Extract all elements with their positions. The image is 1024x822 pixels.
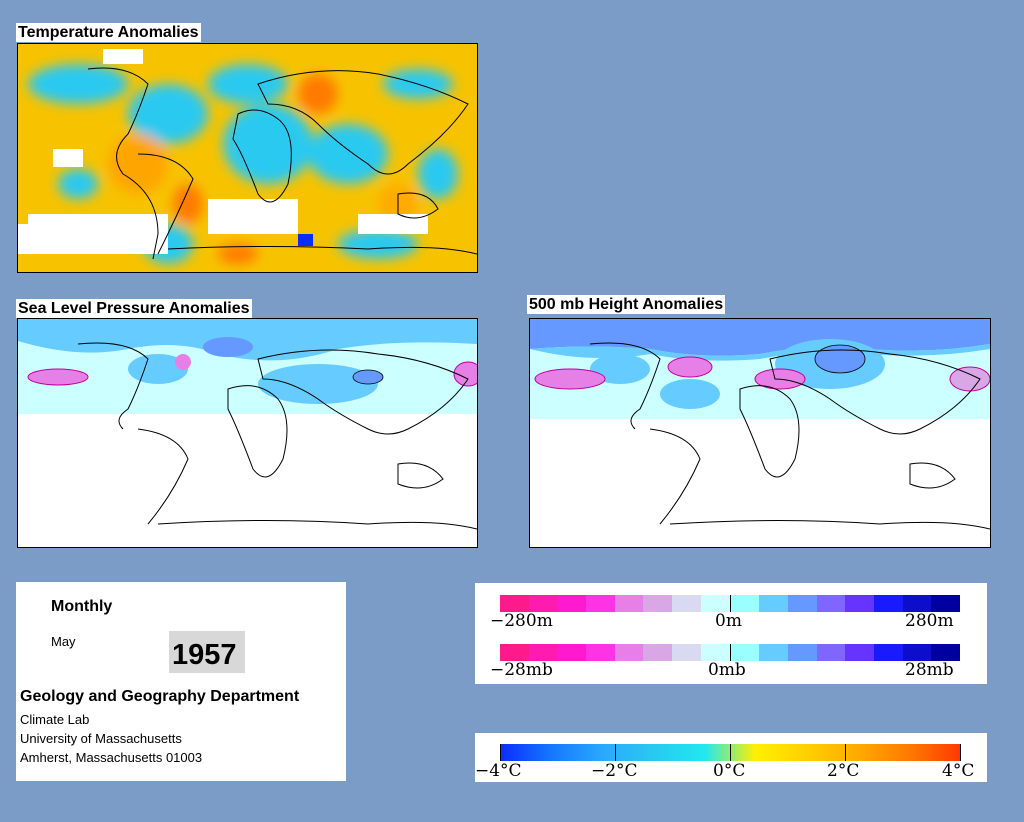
temperature-panel-title: Temperature Anomalies (16, 23, 201, 42)
color-swatch (586, 595, 615, 612)
height-mid-label: 0m (715, 611, 742, 631)
temp-tick-neg4: −4°C (475, 761, 522, 781)
color-swatch (931, 595, 960, 612)
temperature-legend: −4°C −2°C 0°C 2°C 4°C (475, 733, 987, 782)
color-swatch (614, 644, 644, 661)
temp-tick-0: 0°C (713, 761, 746, 781)
color-swatch (672, 644, 701, 661)
color-swatch (672, 595, 701, 612)
color-swatch (816, 644, 846, 661)
temp-tick-mark (615, 744, 616, 761)
slp-anomaly-map (17, 318, 478, 548)
temperature-anomaly-map (17, 43, 478, 273)
color-swatch (902, 595, 932, 612)
color-swatch (729, 644, 760, 661)
color-swatch (700, 595, 730, 612)
year-text: 1957 (172, 639, 237, 671)
color-swatch (614, 595, 644, 612)
color-swatch (557, 644, 587, 661)
info-panel: Monthly May 1957 Geology and Geography D… (16, 582, 346, 781)
height500-anomaly-map (529, 318, 991, 548)
address-label: Amherst, Massachusetts 01003 (20, 750, 203, 765)
color-swatch (700, 644, 730, 661)
color-swatch (643, 595, 673, 612)
height500-panel-title: 500 mb Height Anomalies (527, 295, 726, 314)
height-pressure-legend: −280m 0m 280m −28mb 0mb 28mb (475, 583, 987, 684)
department-label: Geology and Geography Department (20, 688, 300, 705)
color-swatch (500, 644, 529, 661)
color-swatch (873, 644, 903, 661)
temp-tick-neg2: −2°C (591, 761, 638, 781)
temp-tick-4: 4°C (942, 761, 975, 781)
pressure-max-label: 28mb (905, 660, 954, 680)
pressure-mid-label: 0mb (708, 660, 746, 680)
color-swatch (816, 595, 846, 612)
color-swatch (759, 595, 788, 612)
slp-panel-title: Sea Level Pressure Anomalies (16, 299, 252, 318)
color-swatch (931, 644, 960, 661)
temp-tick-mark (845, 744, 846, 761)
color-swatch (787, 595, 817, 612)
temp-tick-2: 2°C (827, 761, 860, 781)
color-swatch (528, 595, 558, 612)
temp-tick-mark (960, 744, 961, 761)
temp-tick-mark (730, 744, 731, 761)
color-swatch (643, 644, 673, 661)
color-swatch (729, 595, 760, 612)
period-label: Monthly (51, 598, 113, 615)
color-swatch (500, 595, 529, 612)
color-swatch (845, 595, 874, 612)
height-max-label: 280m (905, 611, 954, 631)
color-swatch (902, 644, 932, 661)
month-label: May (51, 634, 76, 649)
year-label: 1957 (169, 631, 245, 673)
height-min-label: −280m (490, 611, 553, 631)
lab-label: Climate Lab (20, 712, 90, 727)
color-swatch (557, 595, 587, 612)
pressure-color-scale (500, 644, 960, 661)
height-color-scale (500, 595, 960, 612)
color-swatch (873, 595, 903, 612)
university-label: University of Massachusetts (20, 731, 182, 746)
color-swatch (586, 644, 615, 661)
temp-tick-mark (500, 744, 501, 761)
color-swatch (528, 644, 558, 661)
color-swatch (759, 644, 788, 661)
color-swatch (787, 644, 817, 661)
temperature-color-scale (500, 744, 961, 761)
pressure-min-label: −28mb (490, 660, 553, 680)
color-swatch (845, 644, 874, 661)
